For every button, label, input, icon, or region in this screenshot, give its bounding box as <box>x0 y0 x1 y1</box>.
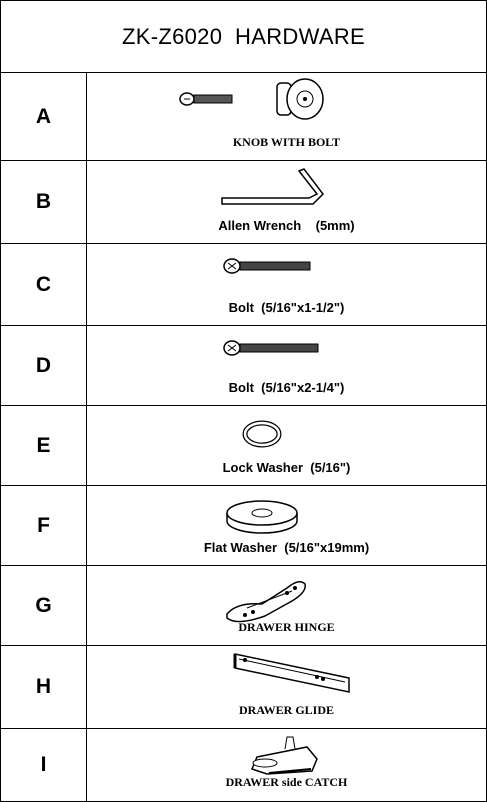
item-cell: Flat Washer (5/16"x19mm) <box>87 486 486 565</box>
icon-g <box>223 340 319 356</box>
item-letter: A <box>1 73 87 160</box>
icon-line <box>227 262 237 270</box>
icon-g <box>179 78 324 120</box>
rows: A KNOB WITH BOLT B Allen Wrench (5mm) C Bolt … <box>1 73 486 801</box>
icon-g <box>250 736 318 775</box>
item-icon <box>250 736 318 775</box>
item-letter: B <box>1 161 87 243</box>
icon-g <box>223 258 311 274</box>
icon-circle <box>243 658 247 662</box>
icon-ellipse <box>252 758 278 768</box>
item-letter: C <box>1 244 87 325</box>
icon-line <box>227 344 237 352</box>
item-letter: F <box>1 486 87 565</box>
item-label: Bolt (5/16"x2-1/4") <box>228 380 345 395</box>
item-row: H DRAWER GLIDE <box>1 646 486 729</box>
icon-rect <box>239 261 311 271</box>
item-cell: Allen Wrench (5mm) <box>87 161 486 243</box>
item-cell: DRAWER HINGE <box>87 566 486 645</box>
icon-ellipse <box>251 508 273 518</box>
icon-circle <box>243 613 247 617</box>
item-cell: Bolt (5/16"x2-1/4") <box>87 326 486 405</box>
icon-ellipse <box>243 421 281 447</box>
icon-path <box>221 168 324 205</box>
icon-g <box>226 500 298 534</box>
icon-circle <box>285 591 289 595</box>
item-letter: E <box>1 406 87 485</box>
item-label: DRAWER side CATCH <box>225 775 348 789</box>
item-icon <box>226 500 298 534</box>
item-label: KNOB WITH BOLT <box>232 135 341 149</box>
icon-rect <box>239 343 319 353</box>
icon-line <box>268 768 312 774</box>
item-row: E Lock Washer (5/16") <box>1 406 486 486</box>
title: ZK-Z6020 HARDWARE <box>1 1 486 73</box>
item-icon <box>179 78 324 120</box>
item-icon <box>223 258 311 274</box>
item-icon <box>221 168 324 205</box>
icon-line <box>246 590 293 609</box>
item-letter: D <box>1 326 87 405</box>
item-row: I DRAWER side CATCH <box>1 729 486 801</box>
item-icon <box>242 420 282 448</box>
item-letter: H <box>1 646 87 728</box>
item-label: Allen Wrench (5mm) <box>218 218 355 233</box>
item-letter: I <box>1 729 87 801</box>
item-label: Lock Washer (5/16") <box>222 460 351 475</box>
icon-g <box>242 420 282 448</box>
item-row: G DRAWER HINGE <box>1 566 486 646</box>
item-cell: DRAWER side CATCH <box>87 729 486 801</box>
icon-circle <box>251 610 255 614</box>
icon-circle <box>293 586 297 590</box>
item-row: B Allen Wrench (5mm) <box>1 161 486 244</box>
item-label: DRAWER HINGE <box>238 620 335 634</box>
icon-line <box>238 658 346 683</box>
item-cell: Bolt (5/16"x1-1/2") <box>87 244 486 325</box>
item-label: Flat Washer (5/16"x19mm) <box>203 540 370 555</box>
item-cell: DRAWER GLIDE <box>87 646 486 728</box>
icon-g <box>233 653 350 693</box>
item-letter: G <box>1 566 87 645</box>
icon-circle <box>321 677 325 681</box>
icon-path <box>234 653 350 693</box>
icon-g <box>226 581 306 623</box>
icon-circle <box>315 675 319 679</box>
item-label: DRAWER GLIDE <box>238 703 334 717</box>
item-icon <box>223 340 319 356</box>
icon-rect <box>193 94 233 104</box>
item-cell: KNOB WITH BOLT <box>87 73 486 160</box>
item-cell: Lock Washer (5/16") <box>87 406 486 485</box>
item-icon <box>226 581 306 623</box>
item-row: D Bolt (5/16"x2-1/4") <box>1 326 486 406</box>
item-label: Bolt (5/16"x1-1/2") <box>228 300 345 315</box>
item-row: F Flat Washer (5/16"x19mm) <box>1 486 486 566</box>
icon-path <box>284 736 296 750</box>
item-icon <box>233 653 350 693</box>
item-row: A KNOB WITH BOLT <box>1 73 486 161</box>
item-row: C Bolt (5/16"x1-1/2") <box>1 244 486 326</box>
icon-circle <box>303 97 307 101</box>
